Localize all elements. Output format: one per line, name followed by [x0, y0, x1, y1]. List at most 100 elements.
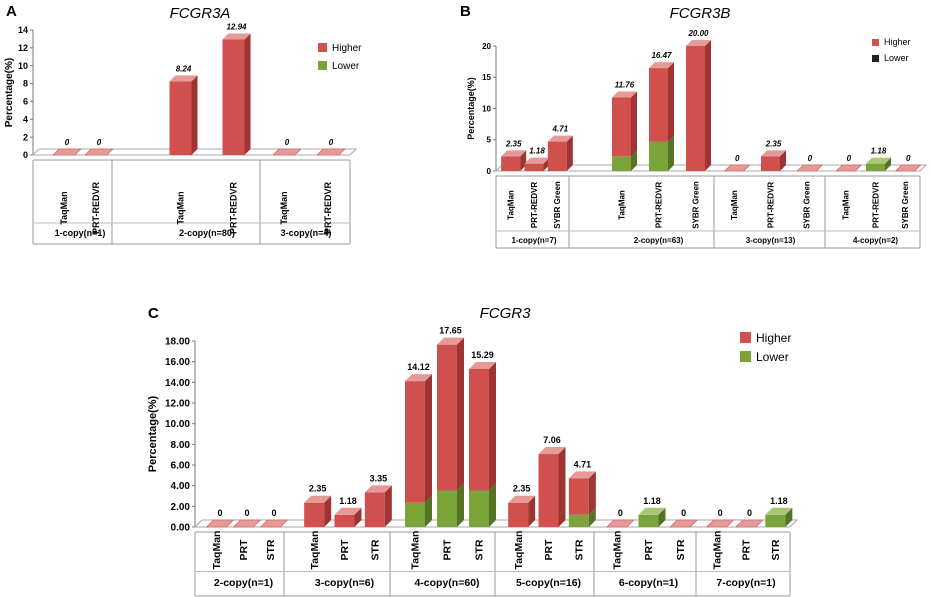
panel-b-bar-higher-side [631, 91, 637, 157]
panel-b: B FCGR3B 0 5 10 15 20 Percentage(%) 2.35 TaqMan… [460, 3, 928, 249]
panel-a-method-label: TaqMan [279, 191, 289, 224]
panel-c-bar: 0 [705, 508, 735, 528]
panel-b-method-label: SYBR Green [901, 181, 910, 229]
panel-c-y-tick-label: 12.00 [165, 399, 190, 410]
panel-c-bar: 2.35 [508, 484, 536, 527]
panel-b-value-label: 16.47 [651, 51, 672, 60]
panel-c-bar-higher [334, 514, 355, 527]
panel-b-bar-higher [612, 97, 631, 157]
panel-b-bar-top [835, 164, 863, 172]
panel-c-bar: 7.06 [538, 435, 566, 527]
panel-c-bar-higher [405, 381, 425, 503]
panel-c-bar-lower-side [489, 483, 496, 527]
panel-c-y-tick-label: 6.00 [171, 461, 191, 472]
panel-c-value-label: 7.06 [543, 435, 561, 445]
panel-b-bar-higher [547, 141, 567, 171]
panel-c-method-label: PRT [741, 539, 753, 561]
panel-b-bar-top [894, 164, 922, 172]
panel-a-bar-top [169, 75, 198, 82]
panel-c-bar-lower-side [425, 495, 432, 527]
panel-c-group-label: 5-copy(n=16) [516, 577, 581, 589]
panel-c-bar-top [765, 507, 793, 515]
panel-letter-b: B [460, 3, 471, 20]
panel-b-method-label: SYBR Green [803, 181, 812, 229]
panel-b-method-label: PRT-REDVR [654, 182, 663, 228]
panel-b-bar: 0 [723, 154, 751, 172]
panel-b-method-label: PRT-REDVR [871, 182, 880, 228]
panel-a-y-tick-label: 10 [18, 61, 28, 71]
panel-c-value-label: 0 [718, 508, 723, 518]
panel-c-y-tick-label: 2.00 [171, 502, 191, 513]
panel-a-bar: 0 [316, 138, 346, 156]
panel-a-group-label: 1-copy(n=1) [55, 228, 106, 238]
panel-a-y-tick-label: 0 [23, 150, 28, 160]
panel-c-bar-top [469, 362, 496, 370]
panel-c-method-label: PRT [339, 539, 351, 561]
panel-c-bar-higher-side [588, 471, 596, 515]
panel-b-bar: 0 [835, 154, 863, 172]
panel-b-value-label: 20.00 [687, 29, 709, 38]
panel-a-bar-top [52, 148, 82, 156]
panel-b-y-tick-label: 5 [487, 136, 492, 145]
panel-c-method-label: TaqMan [211, 531, 223, 570]
panel-c-value-label: 3.35 [370, 473, 388, 483]
panel-c-bar-higher-side [425, 374, 432, 503]
panel-c-y-tick-label: 16.00 [165, 357, 190, 368]
panel-c-group-label: 6-copy(n=1) [619, 577, 678, 589]
panel-c-method-label: TaqMan [612, 531, 624, 570]
panel-b-value-label: 0 [735, 154, 740, 163]
panel-b-bar: 0 [894, 154, 922, 172]
panel-a-legend-label: Higher [332, 43, 362, 54]
panel-b-bar-top [686, 40, 711, 46]
panel-a-bar: 0 [272, 138, 302, 156]
panel-b-value-label: 0 [847, 154, 852, 163]
panel-a-value-label: 0 [97, 138, 102, 147]
panel-c-bar: 0 [259, 508, 289, 528]
panel-c-bar-higher-side [384, 485, 392, 527]
panel-c-bar: 0 [232, 508, 262, 528]
panel-b-legend-swatch [872, 39, 879, 46]
panel-c-value-label: 0 [271, 508, 276, 518]
panel-c-value-label: 2.35 [513, 484, 531, 494]
panel-c-bar-top [437, 337, 464, 345]
panel-c-y-tick-label: 8.00 [171, 440, 191, 451]
panel-c-bar-top [508, 495, 536, 503]
panel-a-legend-label: Lower [332, 61, 360, 72]
panel-b-method-label: TaqMan [842, 190, 851, 220]
panel-b-value-label: 0 [808, 154, 813, 163]
panel-c-bar-top [606, 519, 635, 528]
panel-b-group-label: 2-copy(n=63) [634, 236, 684, 245]
panel-c-method-label: STR [265, 539, 277, 560]
panel-a-plot: 0 2 4 6 8 10 12 14 Percentage(%) 0 TaqMan 0 PRT-REDV… [4, 22, 362, 245]
panel-c-bar-top [304, 495, 332, 503]
panel-c-method-label: STR [474, 539, 486, 560]
panel-b-bar-higher-side [705, 40, 711, 171]
panel-c-value-label: 4.71 [574, 459, 592, 469]
panel-b-method-label: SYBR Green [553, 181, 562, 229]
panel-b-value-label: 4.71 [552, 125, 569, 134]
panel-b-bar-top [723, 164, 751, 172]
panel-c-bar-top [669, 519, 698, 528]
panel-a-bar: 0 [84, 138, 114, 156]
panel-a-legend-swatch [318, 43, 327, 52]
panel-c: C FCGR3 0.00 2.00 4.00 6.00 8.00 10.00 12.00 14… [147, 305, 799, 597]
panel-a-method-label: PRT-REDVR [323, 182, 333, 235]
panel-c-method-label: TaqMan [309, 531, 321, 570]
panel-b-bar-top [501, 150, 527, 157]
panel-b-bar: 2.35 [761, 139, 786, 171]
panel-c-bar-top [735, 519, 764, 528]
panel-b-bar-higher-side [780, 150, 786, 171]
panel-b-bar-top [761, 150, 786, 157]
panel-c-bar: 0 [735, 508, 764, 528]
panel-b-bar-top [612, 91, 637, 98]
panel-a-legend-swatch [318, 61, 327, 70]
panel-b-bar-lower [649, 141, 668, 171]
panel-b-group-label: 3-copy(n=13) [746, 236, 796, 245]
panel-c-y-tick-label: 10.00 [165, 419, 190, 430]
panel-a-bar-top [272, 148, 302, 156]
panel-c-bar-higher-side [354, 507, 362, 527]
panel-b-bar-top [796, 164, 824, 172]
panel-b-method-label: TaqMan [730, 190, 739, 220]
panel-b-bar: 16.47 [649, 51, 674, 171]
panel-c-bar-top [568, 471, 596, 479]
